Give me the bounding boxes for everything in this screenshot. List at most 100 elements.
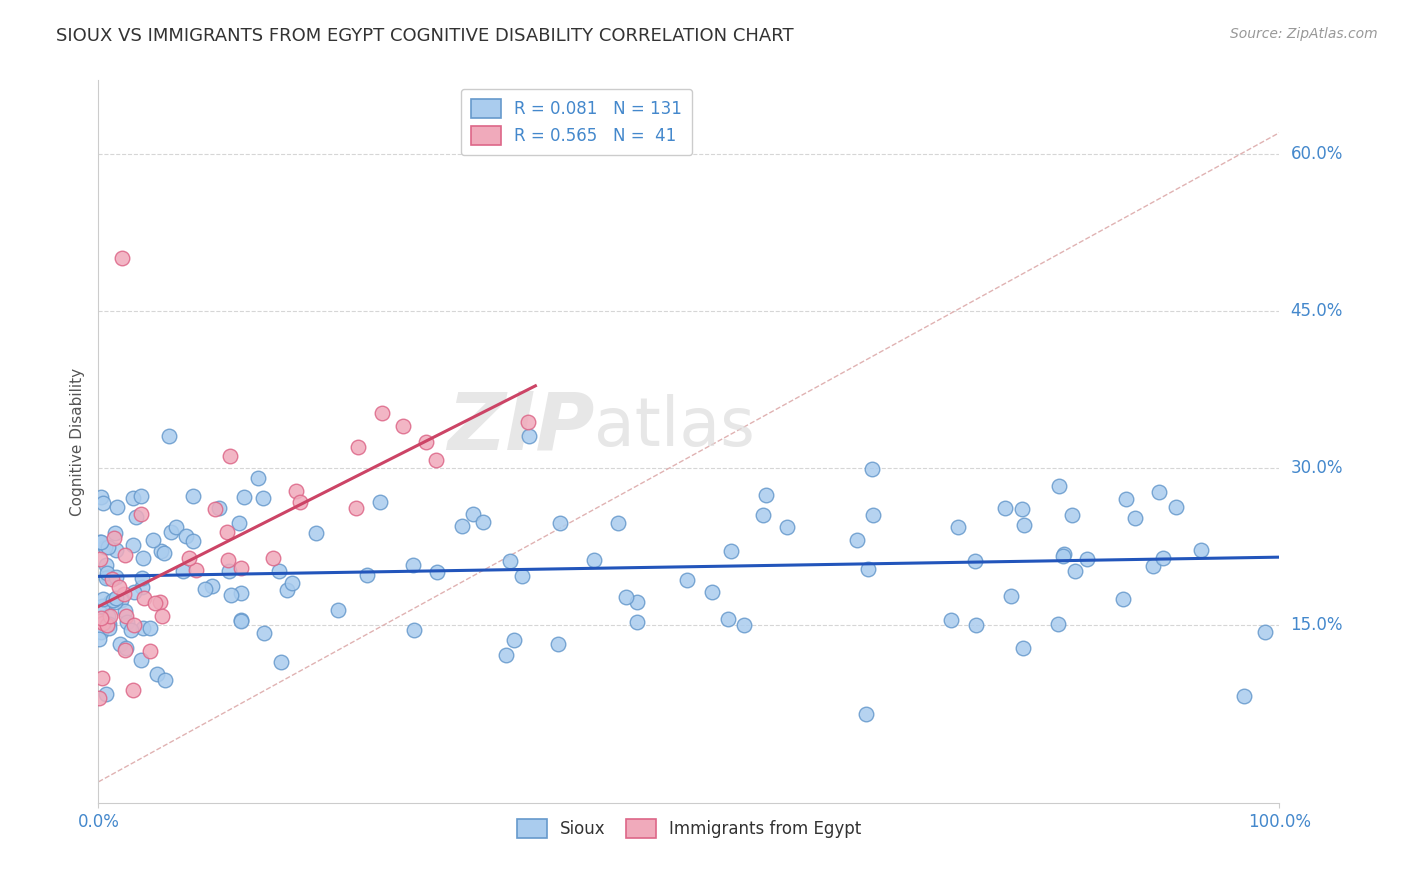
Point: [860, 462, 883, 476]
Point: [1000, 589, 1022, 603]
Point: [129, 489, 152, 503]
Point: [1062, 508, 1084, 522]
Point: [115, 608, 138, 623]
Point: [218, 564, 240, 578]
Point: [1064, 564, 1087, 578]
Point: [114, 548, 136, 562]
Point: [1011, 502, 1033, 516]
Point: [108, 637, 131, 651]
Point: [720, 544, 742, 558]
Point: [845, 533, 868, 547]
Point: [122, 585, 145, 599]
Point: [134, 591, 156, 605]
Point: [157, 429, 180, 443]
Point: [183, 489, 205, 503]
Point: [402, 558, 425, 573]
Point: [517, 429, 540, 443]
Point: [346, 440, 368, 454]
Point: [131, 621, 153, 635]
Point: [547, 637, 569, 651]
Point: [946, 520, 969, 534]
Point: [138, 621, 160, 635]
Point: [495, 648, 517, 662]
Point: [93, 540, 115, 554]
Point: [1076, 551, 1098, 566]
Point: [101, 593, 124, 607]
Point: [98, 609, 121, 624]
Point: [217, 553, 239, 567]
Text: 15.0%: 15.0%: [1291, 615, 1343, 634]
Point: [994, 501, 1017, 516]
Point: [104, 570, 127, 584]
Point: [131, 580, 153, 594]
Point: [131, 571, 153, 585]
Point: [270, 656, 292, 670]
Point: [139, 644, 162, 658]
Point: [391, 418, 413, 433]
Point: [110, 593, 132, 607]
Point: [131, 653, 153, 667]
Point: [626, 595, 648, 609]
Point: [103, 531, 125, 545]
Point: [1053, 547, 1076, 561]
Point: [1012, 518, 1035, 533]
Point: [174, 529, 197, 543]
Point: [253, 626, 276, 640]
Text: ZIP: ZIP: [447, 388, 595, 467]
Point: [280, 576, 302, 591]
Point: [112, 587, 135, 601]
Point: [262, 551, 284, 566]
Point: [856, 562, 879, 576]
Point: [89, 614, 111, 628]
Point: [517, 415, 540, 429]
Point: [177, 551, 200, 566]
Point: [114, 643, 136, 657]
Point: [614, 590, 637, 604]
Point: [108, 580, 131, 594]
Point: [733, 618, 755, 632]
Point: [229, 613, 252, 627]
Point: [246, 471, 269, 485]
Point: [97, 608, 120, 623]
Point: [855, 706, 877, 721]
Point: [90, 599, 112, 613]
Point: [124, 618, 146, 632]
Point: [217, 524, 239, 539]
Point: [101, 572, 124, 586]
Point: [89, 632, 111, 647]
Point: [166, 519, 188, 533]
Point: [91, 496, 114, 510]
Point: [89, 552, 111, 566]
Point: [267, 564, 290, 578]
Point: [114, 640, 136, 655]
Point: [626, 615, 648, 630]
Point: [284, 483, 307, 498]
Point: [939, 613, 962, 627]
Point: [143, 596, 166, 610]
Point: [276, 582, 298, 597]
Text: Source: ZipAtlas.com: Source: ZipAtlas.com: [1230, 27, 1378, 41]
Point: [142, 533, 165, 547]
Text: 30.0%: 30.0%: [1291, 458, 1343, 476]
Point: [499, 554, 522, 568]
Point: [97, 620, 120, 634]
Point: [228, 516, 250, 531]
Point: [1233, 689, 1256, 703]
Point: [105, 591, 128, 605]
Point: [219, 450, 242, 464]
Point: [149, 544, 172, 558]
Point: [232, 490, 254, 504]
Point: [208, 501, 231, 516]
Point: [96, 566, 118, 581]
Point: [425, 453, 447, 467]
Point: [510, 569, 533, 583]
Point: [96, 687, 118, 701]
Point: [371, 406, 394, 420]
Point: [97, 616, 120, 631]
Point: [415, 434, 437, 449]
Point: [290, 495, 312, 509]
Legend: Sioux, Immigrants from Egypt: Sioux, Immigrants from Egypt: [510, 813, 868, 845]
Point: [1189, 543, 1212, 558]
Point: [461, 507, 484, 521]
Point: [700, 585, 723, 599]
